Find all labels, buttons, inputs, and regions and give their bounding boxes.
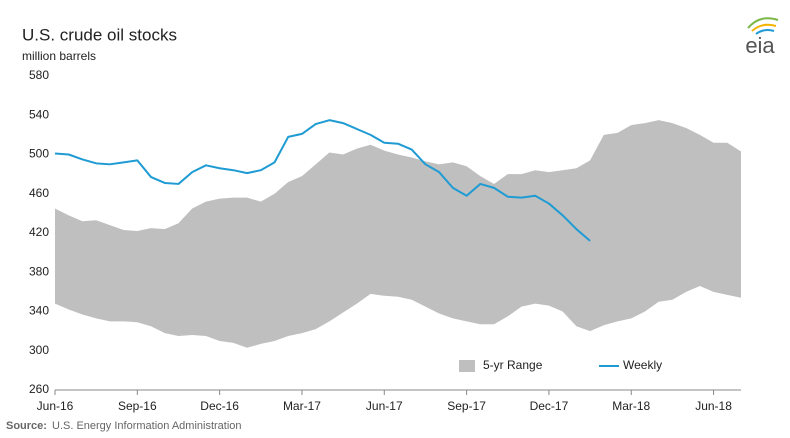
y-tick-label: 380 bbox=[29, 264, 49, 278]
y-tick-label: 460 bbox=[29, 186, 49, 200]
y-tick-label: 300 bbox=[29, 343, 49, 357]
y-tick-label: 540 bbox=[29, 107, 49, 121]
y-tick-label: 260 bbox=[29, 382, 49, 396]
x-tick-label: Jun-16 bbox=[37, 399, 74, 413]
range-area bbox=[55, 120, 741, 348]
x-tick-label: Dec-16 bbox=[200, 399, 239, 413]
y-axis-label: million barrels bbox=[22, 49, 96, 63]
x-tick-label: Mar-17 bbox=[283, 399, 321, 413]
legend-label: Weekly bbox=[623, 358, 662, 372]
x-tick-label: Jun-18 bbox=[695, 399, 732, 413]
x-tick-label: Jun-17 bbox=[366, 399, 403, 413]
logo: eia bbox=[745, 17, 779, 58]
x-tick-label: Dec-17 bbox=[530, 399, 569, 413]
logo-text: eia bbox=[745, 33, 775, 58]
source-label: Source: bbox=[6, 420, 47, 432]
source-text: U.S. Energy Information Administration bbox=[52, 420, 242, 432]
logo-arc bbox=[747, 17, 779, 29]
y-tick-label: 500 bbox=[29, 147, 49, 161]
chart-title: U.S. crude oil stocks bbox=[22, 25, 177, 44]
y-tick-label: 340 bbox=[29, 304, 49, 318]
y-tick-label: 580 bbox=[29, 68, 49, 82]
x-tick-label: Sep-17 bbox=[447, 399, 486, 413]
y-tick-label: 420 bbox=[29, 225, 49, 239]
logo-arc bbox=[755, 29, 775, 35]
x-tick-label: Sep-16 bbox=[118, 399, 157, 413]
legend-swatch bbox=[459, 360, 475, 372]
logo-arc bbox=[751, 23, 777, 32]
x-tick-label: Mar-18 bbox=[612, 399, 650, 413]
legend-label: 5-yr Range bbox=[483, 358, 543, 372]
weekly-line bbox=[54, 119, 591, 242]
